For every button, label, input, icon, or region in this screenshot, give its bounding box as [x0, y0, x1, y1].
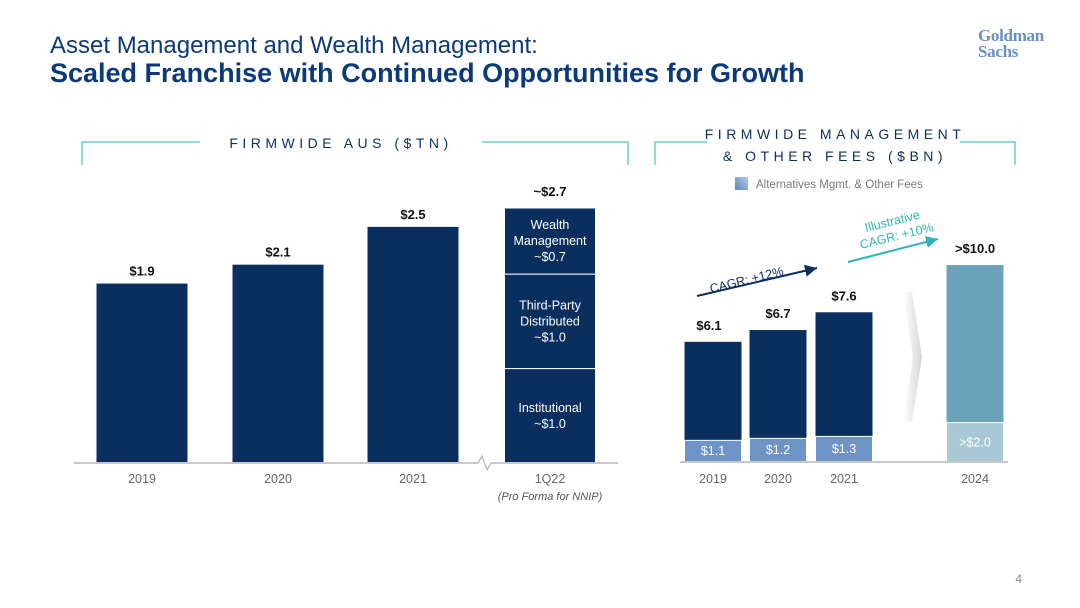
- legend-swatch: [735, 177, 748, 190]
- total-value-label: $7.6: [831, 288, 856, 303]
- total-fee-bar: [749, 330, 807, 439]
- chevron-arrow-icon: [903, 292, 922, 422]
- segment-label: Third-Party: [519, 298, 582, 312]
- page-title: Scaled Franchise with Continued Opportun…: [50, 58, 805, 88]
- alternatives-value-label: $1.1: [701, 444, 725, 458]
- stack-segment: [504, 368, 596, 464]
- segment-label: ~$0.7: [534, 250, 566, 264]
- chart-title: FIRMWIDE AUS ($TN): [229, 135, 452, 151]
- value-label: $2.5: [400, 207, 425, 222]
- segment-label: Wealth: [531, 218, 570, 232]
- segment-label: ~$1.0: [534, 417, 566, 431]
- segment-label: ~$1.0: [534, 330, 566, 344]
- bracket-right: [482, 141, 629, 165]
- chart-title-line-1: FIRMWIDE MANAGEMENT: [705, 126, 966, 142]
- value-label: $1.9: [129, 264, 154, 279]
- bracket-left: [81, 141, 200, 165]
- segment-label: Institutional: [518, 401, 581, 415]
- total-value-label: $6.1: [696, 318, 721, 333]
- fees-chart: FIRMWIDE MANAGEMENT & OTHER FEES ($BN) Alt…: [654, 126, 1016, 486]
- title-line-1: Asset Management and Wealth Management:: [50, 32, 538, 59]
- segment-label: Management: [514, 234, 587, 248]
- bracket-left: [654, 141, 707, 165]
- x-tick-label: 2020: [764, 472, 792, 486]
- aus-bar: [96, 283, 188, 463]
- total-value-label: >$10.0: [955, 241, 995, 256]
- legend-label: Alternatives Mgmt. & Other Fees: [756, 179, 923, 191]
- x-tick-label: 2021: [399, 472, 427, 486]
- logo-line-2: Sachs: [978, 42, 1019, 61]
- alternatives-value-label: $1.3: [832, 442, 856, 456]
- value-label: ~$2.7: [534, 184, 567, 199]
- x-tick-label: 2020: [264, 472, 292, 486]
- aus-bar: [367, 226, 459, 463]
- page-number: 4: [1015, 572, 1022, 586]
- logo-line-1: Goldman: [978, 26, 1044, 45]
- value-label: $2.1: [265, 245, 290, 260]
- bracket-right: [960, 141, 1016, 165]
- aus-bar: [232, 264, 324, 463]
- cagr-label: CAGR: +12%: [708, 264, 785, 296]
- total-fee-bar: [946, 265, 1004, 423]
- x-tick-label: 2019: [128, 472, 156, 486]
- x-tick-label: 1Q22: [535, 472, 566, 486]
- cagr-arrow-illustrative: [847, 236, 939, 263]
- alternatives-bar: [946, 422, 1004, 463]
- total-fee-bar: [815, 312, 873, 437]
- x-tick-label: 2021: [830, 472, 858, 486]
- x-tick-label: 2024: [961, 472, 989, 486]
- alternatives-value-label: >$2.0: [959, 435, 991, 449]
- axis-break: [477, 454, 492, 472]
- alternatives-value-label: $1.2: [766, 443, 790, 457]
- goldman-sachs-logo: Goldman Sachs: [978, 26, 1044, 61]
- x-tick-label: 2019: [699, 472, 727, 486]
- total-fee-bar: [684, 341, 742, 441]
- footnote: (Pro Forma for NNIP): [498, 491, 603, 503]
- aus-chart: FIRMWIDE AUS ($TN) $1.9 $2.1 $2.5 Institutio…: [74, 135, 629, 503]
- total-value-label: $6.7: [765, 306, 790, 321]
- chart-title-line-2: & OTHER FEES ($BN): [723, 148, 947, 164]
- segment-label: Distributed: [520, 314, 580, 328]
- cagr-arrow-historical: [696, 264, 818, 297]
- stack-segment: [504, 207, 596, 275]
